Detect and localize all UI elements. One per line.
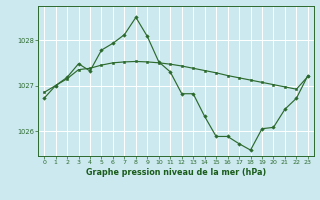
X-axis label: Graphe pression niveau de la mer (hPa): Graphe pression niveau de la mer (hPa) xyxy=(86,168,266,177)
